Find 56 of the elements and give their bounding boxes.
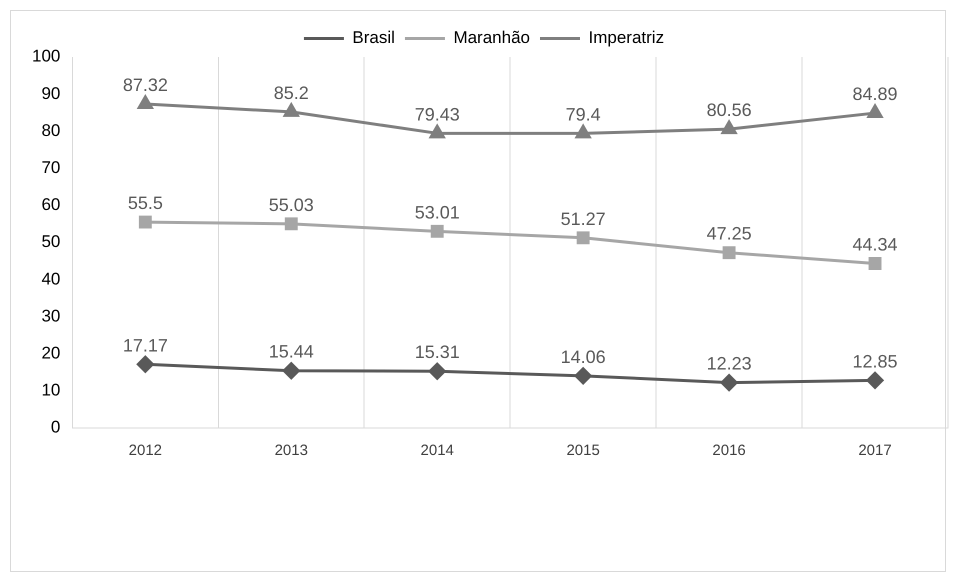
point	[576, 124, 591, 138]
point	[866, 372, 884, 389]
y-tick-label: 40	[41, 269, 60, 288]
point	[576, 231, 590, 244]
data-label: 84.89	[852, 84, 898, 104]
y-tick-label: 70	[41, 158, 60, 177]
data-label: 53.01	[414, 202, 460, 222]
point	[722, 120, 737, 134]
point	[138, 216, 152, 229]
data-label: 55.5	[128, 193, 163, 214]
data-label: 47.25	[706, 224, 752, 244]
point	[868, 257, 882, 270]
x-tick-label: 2013	[274, 442, 308, 460]
point	[282, 362, 300, 380]
data-label: 17.17	[122, 335, 168, 356]
data-label: 15.31	[414, 342, 460, 362]
point	[574, 367, 592, 384]
y-tick-label: 10	[41, 380, 60, 400]
point	[720, 374, 738, 392]
y-tick-label: 60	[41, 195, 60, 214]
x-tick-label: 2015	[566, 442, 600, 460]
x-tick-label: 2014	[420, 442, 454, 460]
data-label: 51.27	[560, 208, 606, 229]
point	[867, 104, 883, 118]
data-label: 12.85	[852, 351, 898, 372]
point	[722, 246, 736, 260]
point	[428, 362, 446, 380]
data-label: 85.2	[274, 82, 309, 103]
y-tick-label: 100	[32, 46, 60, 66]
legend-label: Brasil	[352, 28, 395, 48]
x-tick-label: 2017	[858, 442, 892, 460]
point	[430, 124, 445, 138]
point	[284, 217, 298, 230]
data-label: 44.34	[852, 234, 898, 254]
y-tick-label: 20	[41, 343, 60, 362]
data-label: 12.23	[706, 354, 752, 374]
point	[430, 224, 444, 238]
data-label: 55.03	[268, 194, 314, 215]
legend-label: Maranhão	[453, 28, 530, 48]
data-label: 79.4	[566, 104, 601, 124]
y-tick-label: 80	[41, 120, 60, 140]
data-label: 15.44	[268, 342, 314, 362]
y-tick-label: 0	[50, 418, 60, 437]
data-label: 87.32	[122, 75, 168, 96]
data-label: 80.56	[706, 100, 752, 120]
data-label: 79.43	[414, 104, 460, 124]
point	[284, 103, 299, 117]
y-tick-label: 30	[41, 306, 60, 326]
x-tick-label: 2016	[712, 442, 746, 460]
point	[138, 96, 153, 110]
y-tick-label: 90	[41, 84, 60, 103]
x-tick-label: 2012	[128, 442, 162, 460]
y-tick-label: 50	[41, 232, 60, 252]
legend-label: Imperatriz	[588, 28, 664, 48]
data-label: 14.06	[560, 346, 606, 367]
point	[136, 356, 154, 373]
